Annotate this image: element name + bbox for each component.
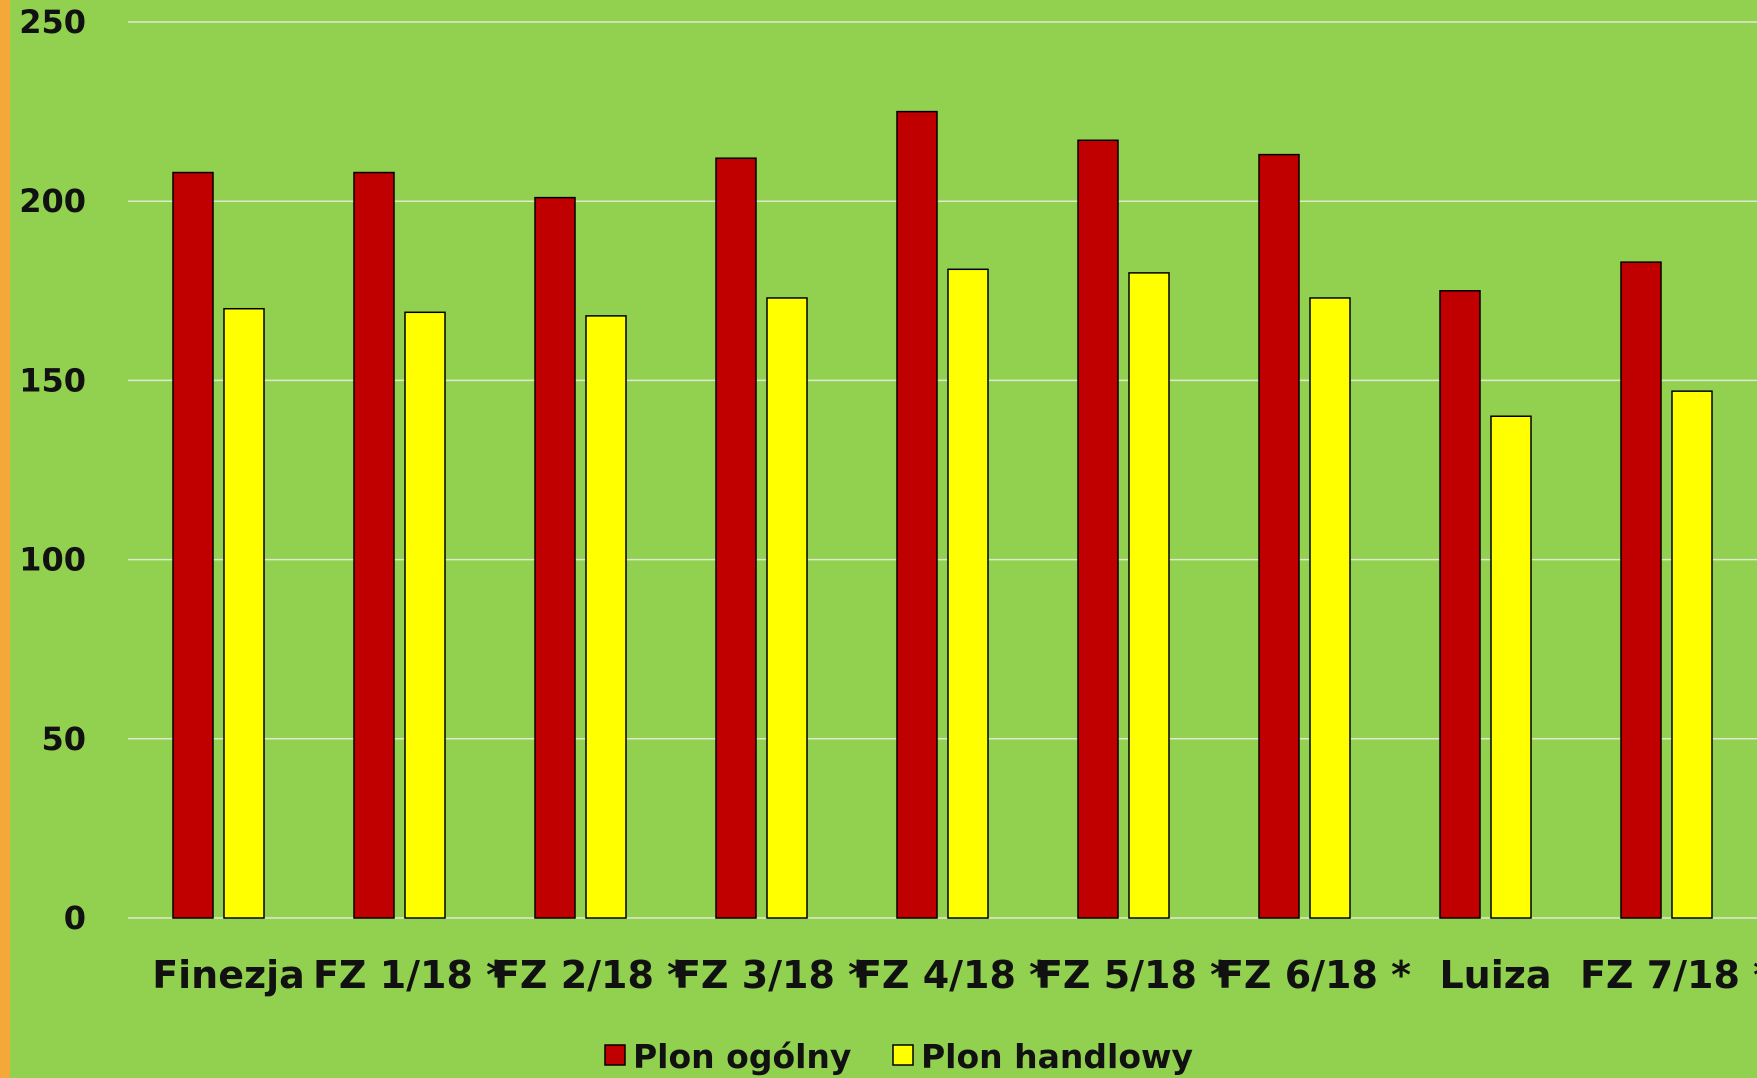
bar-plon-handlowy-1 xyxy=(404,311,446,919)
bar-plon-handlowy-6 xyxy=(1309,297,1351,919)
bar-plon-ogolny-7 xyxy=(1439,290,1481,919)
bar-plon-ogolny-6 xyxy=(1258,153,1300,919)
bar-plon-ogolny-2 xyxy=(534,196,576,919)
x-category-label: FZ 6/18 * xyxy=(1218,953,1411,997)
bar-plon-handlowy-7 xyxy=(1490,415,1532,919)
bar-plon-ogolny-4 xyxy=(896,110,938,919)
y-tick-label: 200 xyxy=(19,182,86,220)
bar-plon-handlowy-2 xyxy=(585,315,627,919)
bar-plon-handlowy-5 xyxy=(1128,272,1170,919)
left-accent-stripe xyxy=(0,0,10,1078)
y-tick-label: 150 xyxy=(19,361,86,399)
legend-plon-ogolny-swatch xyxy=(604,1044,626,1066)
y-tick-label: 250 xyxy=(19,3,86,41)
legend: Plon ogólny Plon handlowy xyxy=(604,1037,1193,1076)
x-category-label: FZ 2/18 * xyxy=(494,953,687,997)
bar-plon-ogolny-1 xyxy=(353,171,395,919)
legend-plon-handlowy-label: Plon handlowy xyxy=(921,1037,1193,1076)
bar-plon-handlowy-8 xyxy=(1671,390,1713,919)
gridlines xyxy=(128,21,1757,919)
x-category-label: FZ 7/18 * xyxy=(1580,953,1757,997)
bar-plon-ogolny-3 xyxy=(715,157,757,919)
y-tick-label: 50 xyxy=(41,720,86,758)
bar-plon-ogolny-8 xyxy=(1620,261,1662,919)
y-axis-ticks: 0 50 100 150 200 250 xyxy=(19,3,86,937)
x-category-label: FZ 1/18 * xyxy=(313,953,506,997)
legend-plon-ogolny-label: Plon ogólny xyxy=(633,1037,851,1076)
bars xyxy=(172,110,1713,919)
x-category-label: FZ 4/18 * xyxy=(856,953,1049,997)
legend-plon-handlowy-swatch xyxy=(892,1044,914,1066)
x-category-label: Luiza xyxy=(1439,953,1551,997)
bar-plon-handlowy-3 xyxy=(766,297,808,919)
x-axis-labels: Finezja FZ 1/18 *FZ 2/18 *FZ 3/18 *FZ 4/1… xyxy=(152,953,1757,997)
y-tick-label: 0 xyxy=(64,899,86,937)
y-tick-label: 100 xyxy=(19,541,86,579)
bar-plon-ogolny-0 xyxy=(172,171,214,919)
bar-plon-ogolny-5 xyxy=(1077,139,1119,919)
x-category-label: Finezja xyxy=(152,953,305,997)
x-category-label: FZ 5/18 * xyxy=(1037,953,1230,997)
x-category-label: FZ 3/18 * xyxy=(675,953,868,997)
bar-plon-handlowy-4 xyxy=(947,268,989,919)
bar-plon-handlowy-0 xyxy=(223,307,265,919)
